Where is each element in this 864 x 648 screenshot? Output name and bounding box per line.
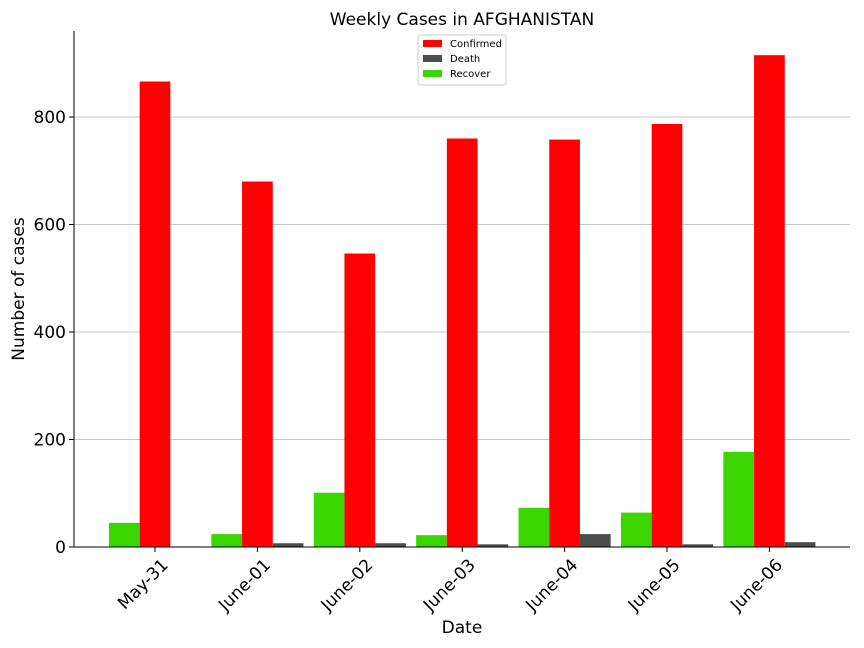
x-ticks: May-31 June-01 June-02 June-03 June-04 June-0… [114,547,787,616]
bar-recover-may-31 [108,522,140,547]
bar-recover-june-04 [518,507,550,547]
x-tick-label: June-02 [317,555,378,616]
x-tick-label: June-06 [726,555,787,616]
legend-label-confirmed: Confirmed [450,39,502,50]
y-axis-label: Number of cases [9,217,29,361]
chart-title: Weekly Cases in AFGHANISTAN [330,10,594,30]
bar-recover-june-02 [313,492,345,547]
y-tick-label: 400 [34,323,66,343]
legend-swatch-confirmed [423,40,442,47]
bar-confirmed-june-01 [242,181,273,547]
x-axis-label: Date [442,618,483,638]
x-tick-label: June-05 [624,555,685,616]
bar-confirmed-may-31 [139,81,171,548]
bar-death-june-01 [272,543,304,547]
bar-recover-june-01 [211,534,243,547]
bar-recover-june-05 [620,512,652,547]
bar-confirmed-june-03 [446,138,478,547]
y-tick-label: 800 [34,108,66,128]
legend: Confirmed Death Recover [417,34,507,86]
legend-swatch-recover [423,70,442,77]
bar-death-june-03 [477,544,509,547]
bar-confirmed-june-02 [344,253,376,547]
x-tick-label: June-03 [419,555,480,616]
bar-recover-june-06 [723,451,755,547]
bar-death-june-04 [579,534,611,547]
bar-death-june-06 [784,542,816,547]
bar-recover-june-03 [416,535,447,547]
x-tick-label: June-04 [521,555,582,616]
bar-confirmed-june-04 [549,139,580,547]
y-tick-label: 600 [34,216,66,236]
bar-death-june-02 [375,543,406,547]
x-tick-label: May-31 [114,555,172,613]
bar-confirmed-june-05 [651,123,683,548]
x-tick-label: June-01 [214,555,275,616]
y-tick-label: 0 [55,538,66,558]
legend-label-death: Death [450,54,480,65]
bars [108,55,816,548]
y-tick-label: 200 [34,431,66,451]
bar-confirmed-june-06 [754,55,785,547]
bar-death-june-05 [682,544,714,547]
legend-label-recover: Recover [450,69,491,80]
y-ticks: 0 200 400 600 800 [34,108,74,558]
legend-swatch-death [423,55,442,62]
